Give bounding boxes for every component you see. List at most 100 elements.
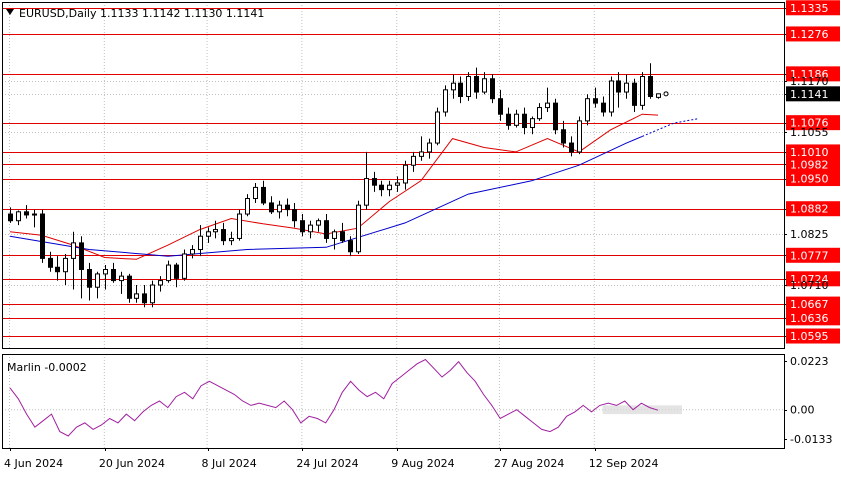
candle-body-bull [514,113,519,126]
candle-23 [190,245,195,259]
level-label-bg-1.0950 [786,171,840,187]
candle-body-bull [198,235,203,251]
candle-body-bear [616,80,621,93]
dropdown-triangle-icon[interactable] [6,9,14,15]
candle-11 [95,271,100,299]
pane-frames [2,2,785,449]
candle-21 [174,262,179,288]
candle-body-bull [411,155,416,166]
level-label-bg-1.0595 [786,328,840,344]
candle-66 [530,116,535,135]
candle-67 [537,103,542,121]
candle-body-bull [451,82,456,91]
candle-38 [308,220,313,239]
candle-44 [356,200,361,254]
level-label-bg-1.1010 [786,144,840,160]
candle-28 [229,231,234,246]
candle-42 [340,222,345,243]
time-label-0: 4 Jun 2024 [4,457,63,470]
candle-body-bear [24,211,29,216]
candle-30 [245,194,250,217]
candle-3 [32,209,37,228]
candle-body-bear [593,98,598,104]
candle-body-bull [150,284,155,304]
candle-77 [616,72,621,108]
candle-10 [87,262,92,301]
candle-51 [411,151,416,172]
candle-body-bear [506,113,511,126]
candle-body-bull [624,82,629,93]
ind-label-0.0223: 0.0223 [790,355,829,368]
candle-body-bull [182,253,187,279]
candle-body-bear [8,213,13,222]
indicator-label: Marlin -0.0002 [7,361,87,374]
candle-4 [40,209,45,263]
candle-body-bear [261,186,266,204]
candle-48 [387,180,392,197]
candle-16 [134,285,139,303]
candle-body-bull [32,213,37,216]
candle-body-bear [561,129,566,144]
candle-37 [300,214,305,237]
candle-26 [213,220,218,239]
level-label-1.1335: 1.1335 [790,2,829,15]
candle-body-bull [134,293,139,299]
candle-79 [632,78,637,113]
indicator-grid [2,354,784,448]
candle-54 [435,107,440,146]
candle-32 [261,180,266,206]
candle-body-bear [269,202,274,213]
candle-body-bull [545,102,550,109]
candle-69 [553,98,558,135]
candle-5 [48,251,53,272]
time-label-6: 12 Sep 2024 [589,457,659,470]
candle-40 [324,214,329,243]
candle-60 [482,72,487,95]
candle-50 [403,160,408,190]
candle-body-bull [656,93,661,98]
candle-body-bear [127,275,132,299]
candle-body-bull [435,111,440,144]
time-label-1: 20 Jun 2024 [99,457,165,470]
candle-body-bear [174,264,179,279]
candle-body-bull [190,249,195,255]
candle-body-bull [245,198,250,215]
candle-29 [237,209,242,241]
main-pane-frame [2,2,785,349]
candle-63 [506,107,511,130]
time-label-5: 27 Aug 2024 [494,457,564,470]
level-label-bg-1.0982 [786,156,840,172]
candle-body-bull [403,164,408,184]
level-label-bg-1.0777 [786,247,840,263]
ind-highlight-box [602,405,682,415]
level-label-1.0950: 1.0950 [790,173,829,186]
candle-body-bear [324,220,329,239]
marlin-line [9,358,659,437]
candle-33 [269,196,274,215]
candle-body-bull [356,204,361,253]
candle-body-bull [119,275,124,282]
candle-1 [16,210,21,226]
candle-17 [142,285,147,308]
candle-body-bear [379,184,384,191]
level-label-1.0636: 1.0636 [790,312,829,325]
candle-body-bear [221,229,226,242]
candle-body-bull [308,224,313,233]
candle-body-bull [16,211,21,222]
candle-body-bull [158,280,163,286]
candle-13 [111,262,116,283]
candle-body-bear [498,98,503,115]
candle-68 [545,87,550,113]
candle-27 [221,222,226,246]
candle-6 [55,256,60,281]
level-label-1.0595: 1.0595 [790,330,829,343]
candle-body-bull [419,151,424,157]
candle-14 [119,271,124,294]
candle-76 [609,76,614,117]
candle-body-bull [277,204,282,213]
candle-74 [593,87,598,108]
candle-body-bull [530,118,535,129]
